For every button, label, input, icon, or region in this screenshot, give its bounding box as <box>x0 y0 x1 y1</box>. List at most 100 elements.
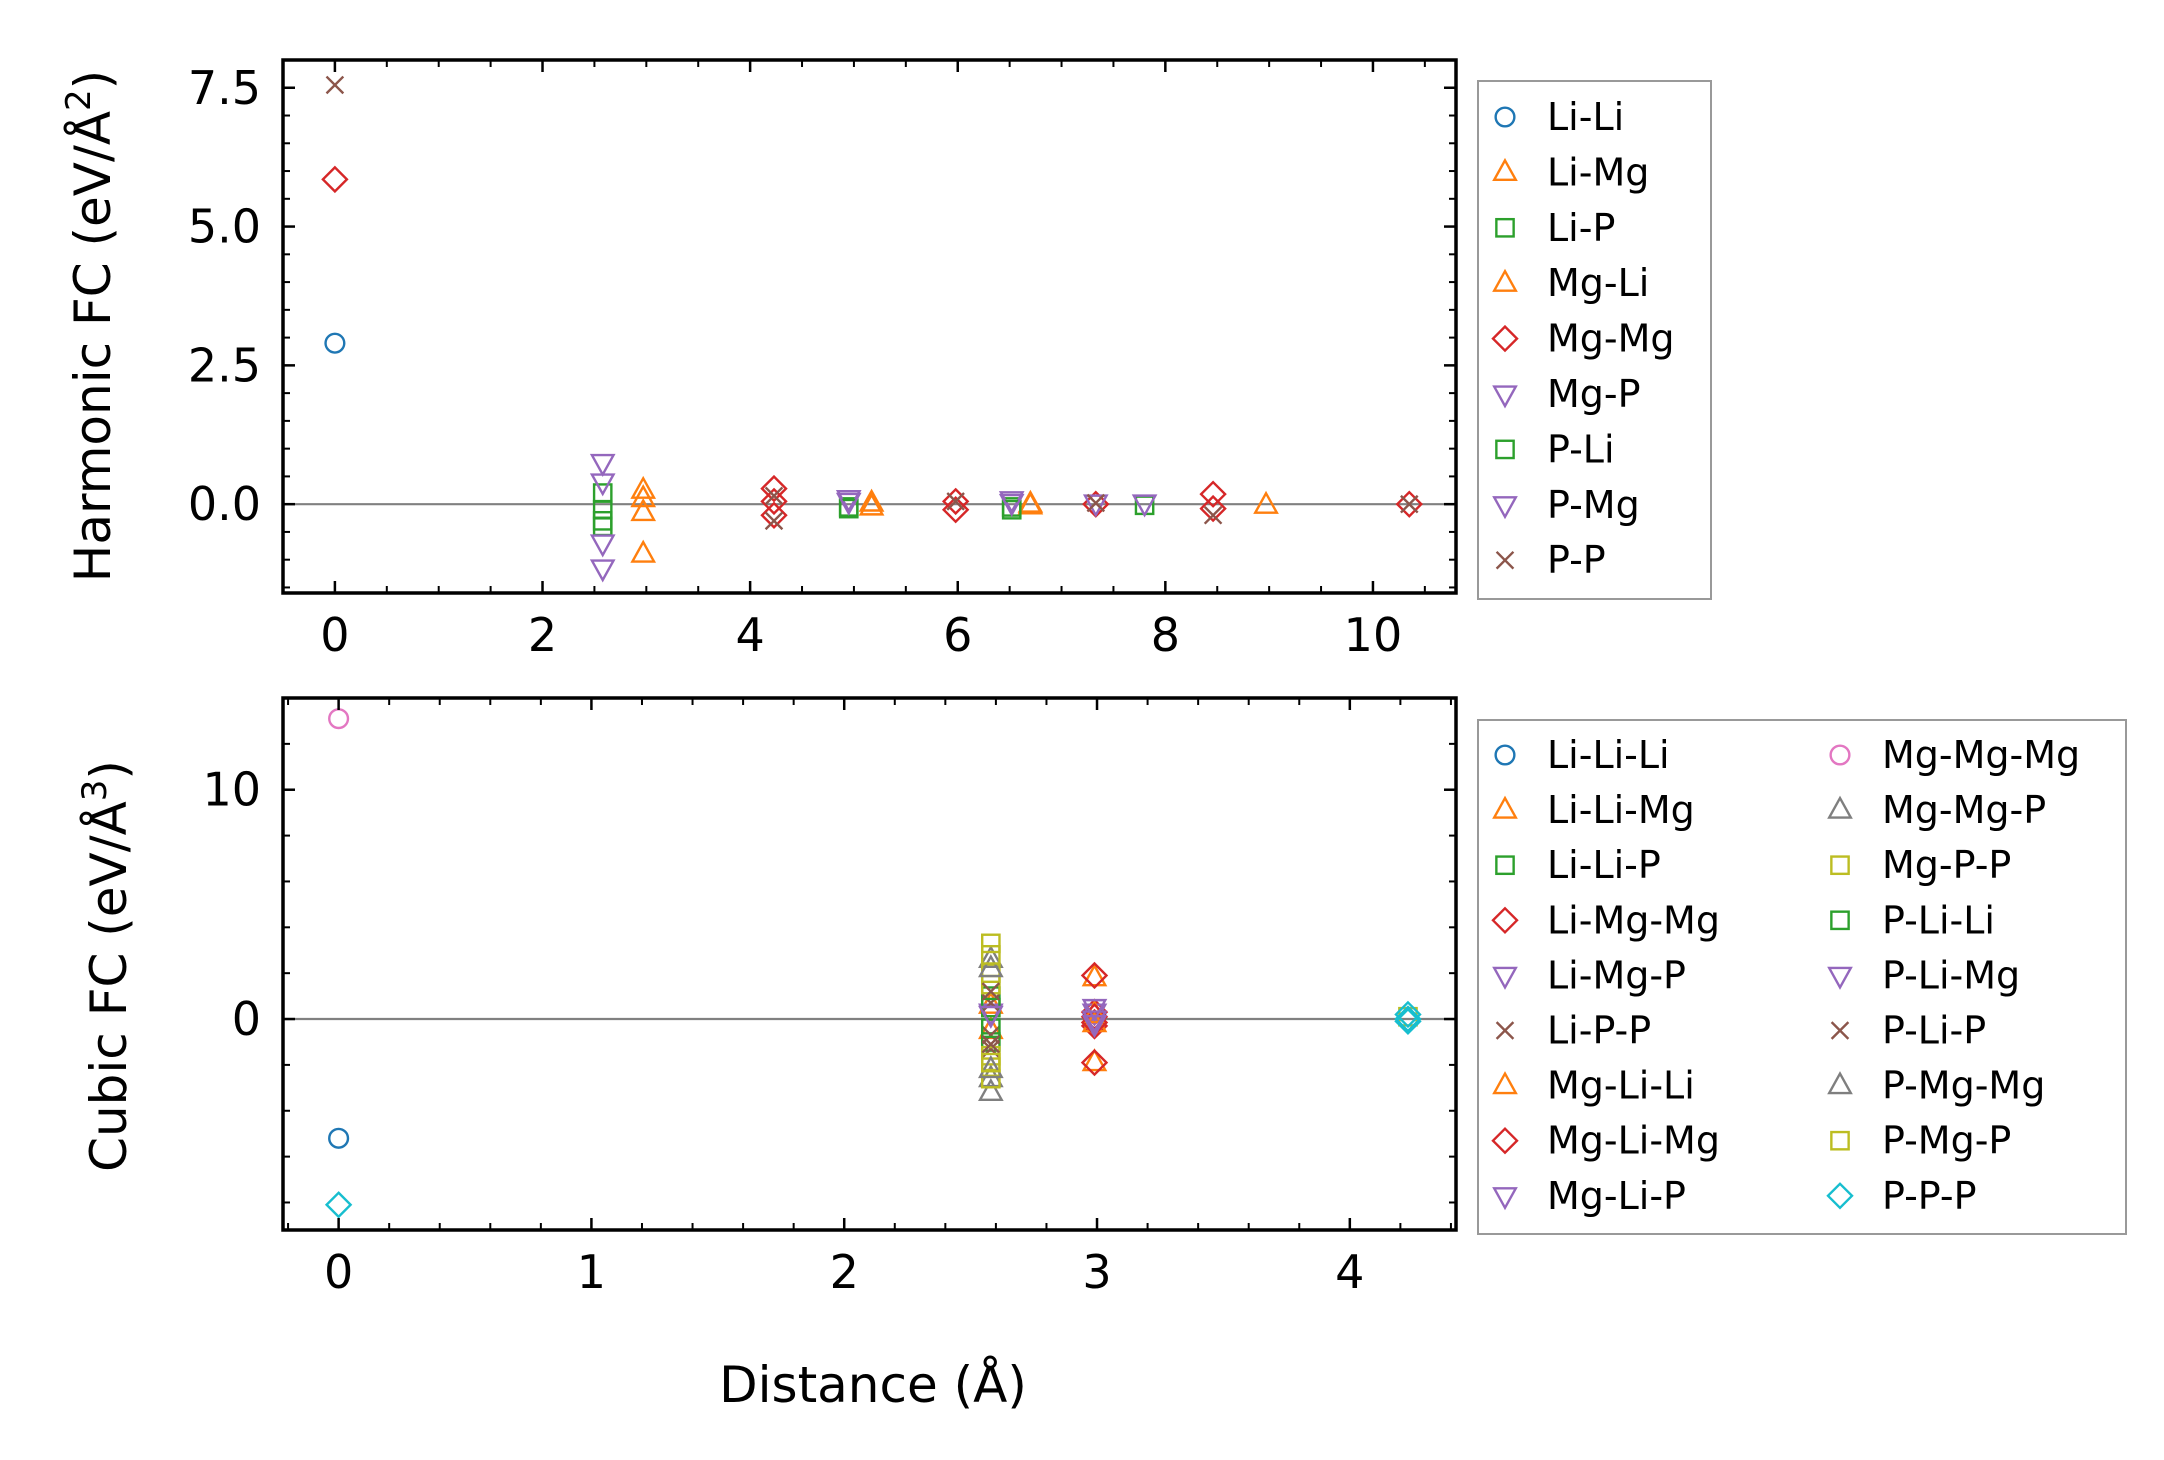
harmonic-point-mg-li <box>858 488 885 512</box>
cubic-legend-label: Mg-Li-P <box>1547 1174 1686 1218</box>
cubic-point-p-li-p <box>981 982 1001 1001</box>
harmonic-legend-item: Mg-P <box>1492 372 1641 416</box>
harmonic-y-tick-label: 5.0 <box>188 200 261 254</box>
harmonic-legend-item: Li-Li <box>1494 95 1624 139</box>
harmonic-point-mg-mg <box>1199 494 1227 523</box>
harmonic-legend-item: P-Li <box>1495 427 1615 471</box>
cubic-y-tick-label: 0 <box>232 992 261 1046</box>
cubic-legend-marker-mg-mg-p <box>1827 795 1853 819</box>
cubic-point-p-li-li <box>981 1018 1001 1039</box>
harmonic-point-li-mg <box>1253 490 1279 514</box>
cubic-ticks: 0 1 2 3 4 0 10 <box>202 697 1456 1299</box>
cubic-y-axis-label: Cubic FC (eV/Å3) <box>75 760 138 1172</box>
cubic-point-mg-li-p <box>1081 1010 1108 1034</box>
harmonic-legend-label: Mg-Mg <box>1547 317 1675 361</box>
harmonic-point-p-p <box>1400 494 1419 514</box>
cubic-legend-item: P-Li-Li <box>1830 898 1995 942</box>
cubic-x-tick-label: 1 <box>577 1245 606 1299</box>
cubic-legend-marker-li-li-li <box>1494 744 1516 766</box>
harmonic-x-tick-label: 4 <box>735 608 764 662</box>
harmonic-legend-marker-p-mg <box>1492 496 1518 520</box>
harmonic-legend-item: Mg-Mg <box>1491 317 1675 361</box>
harmonic-point-p-p <box>764 511 784 531</box>
cubic-point-p-li-mg <box>1081 1014 1108 1039</box>
harmonic-point-mg-p <box>589 534 616 558</box>
cubic-legend-item: P-Mg-Mg <box>1827 1064 2045 1108</box>
harmonic-point-p-mg <box>589 473 616 497</box>
harmonic-point-mg-p <box>1131 494 1158 518</box>
harmonic-point-mg-p <box>589 453 616 477</box>
harmonic-point-p-li <box>1001 499 1022 520</box>
cubic-point-p-mg-mg <box>978 954 1004 978</box>
harmonic-legend-item: Li-P <box>1495 206 1615 250</box>
cubic-legend-marker-p-li-li <box>1830 910 1850 931</box>
cubic-point-li-li-mg <box>978 990 1004 1014</box>
harmonic-point-p-mg <box>835 492 862 516</box>
cubic-point-li-li-li <box>328 1127 350 1149</box>
harmonic-legend-marker-li-mg <box>1492 157 1518 182</box>
cubic-point-li-p-p <box>981 1025 1001 1045</box>
harmonic-legend-label: P-P <box>1547 538 1606 582</box>
harmonic-legend-label: P-Mg <box>1547 483 1640 527</box>
cubic-legend-label: P-Mg-P <box>1882 1119 2011 1163</box>
cubic-legend-marker-p-li-p <box>1830 1021 1850 1040</box>
harmonic-point-p-li <box>838 498 859 519</box>
cubic-x-tick-label: 2 <box>830 1245 859 1299</box>
harmonic-point-p-mg <box>998 493 1025 517</box>
cubic-legend-label: Li-Mg-P <box>1547 953 1686 997</box>
harmonic-point-li-mg <box>630 539 657 563</box>
cubic-point-p-p-p <box>1394 1005 1422 1033</box>
cubic-legend-marker-mg-li-mg <box>1491 1127 1519 1155</box>
harmonic-plot-frame <box>281 58 1458 595</box>
harmonic-point-mg-mg <box>1395 490 1423 518</box>
cubic-legend-label: Li-P-P <box>1547 1009 1651 1053</box>
harmonic-x-tick-label: 10 <box>1344 608 1403 662</box>
cubic-legend-label: Mg-P-P <box>1882 843 2011 887</box>
cubic-legend-marker-mg-mg-mg <box>1829 744 1851 766</box>
cubic-point-li-li-p <box>981 1032 1001 1052</box>
cubic-legend-label: P-Li-Li <box>1882 898 1995 942</box>
harmonic-point-li-li <box>324 332 346 354</box>
cubic-legend-marker-mg-li-p <box>1492 1187 1518 1211</box>
harmonic-point-mg-mg <box>321 165 349 194</box>
harmonic-legend-label: Mg-Li <box>1547 261 1649 305</box>
cubic-legend-frame <box>1477 719 2127 1235</box>
harmonic-x-tick-label: 8 <box>1151 608 1180 662</box>
cubic-point-mg-mg-p <box>978 944 1004 969</box>
cubic-legend-marker-p-li-mg <box>1827 966 1853 990</box>
cubic-point-li-mg-mg <box>1080 961 1109 990</box>
cubic-markers <box>283 708 1456 1219</box>
cubic-legend-marker-li-p-p <box>1495 1021 1515 1040</box>
cubic-point-p-li-p <box>981 1035 1001 1054</box>
cubic-point-p-mg-p <box>981 1052 1001 1073</box>
harmonic-point-mg-li <box>630 484 657 508</box>
harmonic-legend-item: P-P <box>1495 538 1606 582</box>
cubic-legend-marker-li-mg-mg <box>1491 906 1519 934</box>
cubic-legend-label: P-Mg-Mg <box>1882 1064 2045 1108</box>
harmonic-panel: 0 2 4 6 8 100.02.55.07.5 Harmonic FC (eV/Å2) … <box>59 58 1712 662</box>
cubic-point-p-p-p <box>1394 1000 1422 1029</box>
cubic-legend-item: P-Mg-P <box>1830 1119 2011 1163</box>
harmonic-point-mg-p <box>589 559 616 583</box>
cubic-x-tick-label: 0 <box>324 1245 353 1299</box>
cubic-point-p-p-p <box>324 1191 353 1219</box>
harmonic-legend-marker-li-p <box>1495 217 1515 238</box>
cubic-point-mg-li-p <box>1081 998 1108 1023</box>
harmonic-x-tick-label: 2 <box>528 608 557 662</box>
harmonic-legend-label: Li-P <box>1547 206 1615 250</box>
cubic-point-p-mg-mg <box>978 1055 1004 1079</box>
cubic-legend-marker-mg-li-li <box>1492 1071 1518 1095</box>
harmonic-point-p-p <box>325 75 345 95</box>
harmonic-point-p-p <box>764 486 784 506</box>
cubic-legend-label: P-Li-Mg <box>1882 953 2020 997</box>
cubic-legend-item: P-P-P <box>1826 1174 1977 1218</box>
cubic-legend-item: Li-Li-Li <box>1494 733 1670 777</box>
cubic-legend: Li-Li-Li Li-Li-Mg Li-Li-P Li-Mg-Mg Li-Mg-P Li… <box>1477 719 2127 1235</box>
harmonic-legend-marker-mg-p <box>1492 385 1518 409</box>
harmonic-y-tick-label: 2.5 <box>188 338 261 392</box>
cubic-panel: 0 1 2 3 4 0 10 Cubic FC (eV/Å3) Distance (Å) L… <box>75 696 2127 1414</box>
cubic-legend-item: Mg-Mg-P <box>1827 788 2046 832</box>
cubic-point-mg-p-p <box>981 1068 1001 1089</box>
cubic-legend-item: Mg-P-P <box>1830 843 2011 887</box>
cubic-legend-marker-p-mg-p <box>1830 1130 1850 1151</box>
